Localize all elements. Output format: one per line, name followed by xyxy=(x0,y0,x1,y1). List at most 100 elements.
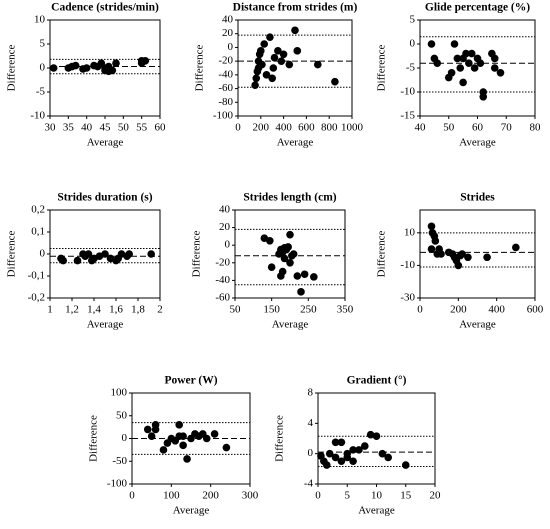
y-tick-label: 5 xyxy=(40,38,46,50)
x-tick-label: 20 xyxy=(430,490,442,502)
point xyxy=(437,250,445,258)
point xyxy=(49,64,58,72)
point xyxy=(465,59,473,67)
panel-title: Distance from strides (m) xyxy=(233,2,358,14)
point xyxy=(267,263,276,272)
point xyxy=(274,47,282,55)
point xyxy=(456,64,465,72)
x-axis-label: Average xyxy=(87,319,124,331)
x-tick-label: 70 xyxy=(501,122,513,134)
point xyxy=(293,47,302,55)
panel-title: Strides length (cm) xyxy=(243,192,336,204)
x-tick-label: 0 xyxy=(129,490,135,502)
x-tick-label: 50 xyxy=(118,122,130,134)
y-tick-label: -60 xyxy=(215,292,230,304)
x-tick-label: 800 xyxy=(321,122,338,134)
x-tick-label: 35 xyxy=(63,122,75,134)
x-tick-label: 200 xyxy=(450,304,467,316)
y-tick-label: 40 xyxy=(222,14,234,26)
x-tick-label: 250 xyxy=(300,304,317,316)
y-tick-label: -40 xyxy=(215,274,230,286)
x-tick-label: 0 xyxy=(417,304,423,316)
point xyxy=(141,57,150,65)
point xyxy=(427,222,436,231)
point xyxy=(427,40,436,48)
point xyxy=(483,253,491,262)
point xyxy=(366,430,375,439)
panel-title: Strides xyxy=(460,192,495,204)
panel: Gradient (°)0 5 10 15 20-4048AverageDifferen… xyxy=(274,375,441,517)
y-tick-label: -10 xyxy=(30,110,45,122)
y-tick-label: 5 xyxy=(410,14,416,26)
x-axis-label: Average xyxy=(272,319,309,331)
y-tick-label: 0,1 xyxy=(31,226,45,238)
x-tick-label: 60 xyxy=(472,122,484,134)
y-tick-label: 0,2 xyxy=(31,204,45,216)
point xyxy=(183,455,191,463)
point xyxy=(252,74,261,83)
point xyxy=(262,71,271,79)
point xyxy=(108,66,117,75)
point xyxy=(325,449,334,458)
point xyxy=(490,64,499,72)
y-tick-label: -100 xyxy=(213,110,234,122)
y-tick-label: -20 xyxy=(218,55,233,67)
y-tick-label: 10 xyxy=(404,226,416,238)
point xyxy=(84,250,93,258)
x-tick-label: 40 xyxy=(415,122,427,134)
y-tick-label: -50 xyxy=(112,455,127,467)
y-axis-label: Difference xyxy=(274,415,286,462)
point xyxy=(277,57,286,65)
point xyxy=(496,69,505,77)
point xyxy=(447,69,456,77)
y-tick-label: -10 xyxy=(400,86,415,98)
point xyxy=(459,78,467,87)
x-tick-label: 80 xyxy=(530,122,542,134)
point xyxy=(291,26,299,35)
y-tick-label: -5 xyxy=(36,86,46,98)
point xyxy=(286,259,294,267)
y-tick-label: -60 xyxy=(218,82,233,94)
y-axis-label: Difference xyxy=(194,44,206,91)
point xyxy=(454,261,463,270)
x-tick-label: 100 xyxy=(163,490,180,502)
point xyxy=(202,434,211,443)
point xyxy=(462,49,470,58)
point xyxy=(479,93,488,101)
x-tick-label: 1000 xyxy=(341,122,364,134)
x-tick-label: 5 xyxy=(345,490,351,502)
y-tick-label: 100 xyxy=(111,387,128,399)
point xyxy=(297,288,305,296)
point xyxy=(284,243,292,251)
y-tick-label: -80 xyxy=(218,96,233,108)
point xyxy=(260,40,269,48)
point xyxy=(427,245,436,253)
panel-title: Gradient (°) xyxy=(347,375,407,387)
x-axis-label: Average xyxy=(358,505,395,517)
x-tick-label: 55 xyxy=(136,122,148,134)
x-tick-label: 1,4 xyxy=(87,304,101,316)
plot-frame xyxy=(237,19,353,117)
point xyxy=(331,453,340,462)
y-tick-label: -0,1 xyxy=(28,270,45,282)
y-tick-label: 10 xyxy=(34,14,46,26)
point xyxy=(277,272,285,280)
y-tick-label: -30 xyxy=(400,292,415,304)
y-tick-label: 0 xyxy=(225,239,231,251)
x-tick-label: 300 xyxy=(242,490,259,502)
panel: Strides length (cm) 50 150 250 350 -60 -40 -20 0… xyxy=(191,192,354,331)
x-axis-label: Average xyxy=(459,137,496,149)
point xyxy=(266,33,274,41)
x-tick-label: 10 xyxy=(371,490,383,502)
panel: Distance from strides (m)0 200 400 600 800 10… xyxy=(194,2,364,149)
panel: Strides duration (s) 1 1,2 1,4 1,6 1,8 2 -0,2 -0… xyxy=(6,192,163,331)
panel: Cadence (strides/min)30 35 40 45 50 55 60-10-5… xyxy=(6,2,166,149)
point xyxy=(59,256,67,265)
panel-title: Strides duration (s) xyxy=(57,192,152,204)
y-tick-label: -4 xyxy=(304,478,314,490)
y-tick-label: 0 xyxy=(122,432,128,444)
plot-frame xyxy=(234,209,346,299)
point xyxy=(73,256,82,265)
y-axis-label: Difference xyxy=(88,415,100,462)
point xyxy=(179,441,187,450)
